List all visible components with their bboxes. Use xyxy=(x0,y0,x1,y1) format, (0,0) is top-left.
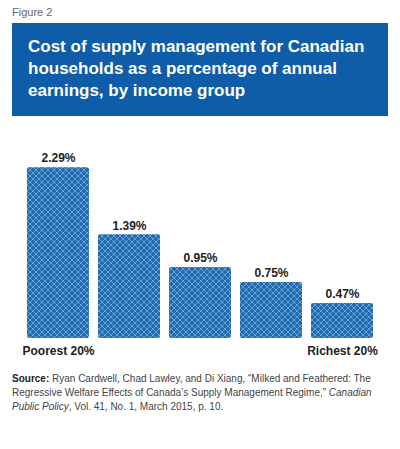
svg-text:1.39%: 1.39% xyxy=(112,219,146,233)
html-text:Cost of supply management for: Cost of supply management for Canadian h… xyxy=(28,37,365,101)
svg-text:0.95%: 0.95% xyxy=(183,252,217,266)
svg-text:Richest 20%: Richest 20% xyxy=(307,344,378,358)
html-text:Figure 2: Figure 2 xyxy=(12,6,53,18)
svg-text:0.75%: 0.75% xyxy=(254,267,288,281)
svg-text:Poorest 20%: Poorest 20% xyxy=(22,344,94,358)
html-text:Source: Ryan Cardwell, Chad La: Source: Ryan Cardwell, Chad Lawley, and … xyxy=(12,373,372,413)
svg-text:0.47%: 0.47% xyxy=(325,288,359,302)
svg-text:2.29%: 2.29% xyxy=(41,152,75,166)
